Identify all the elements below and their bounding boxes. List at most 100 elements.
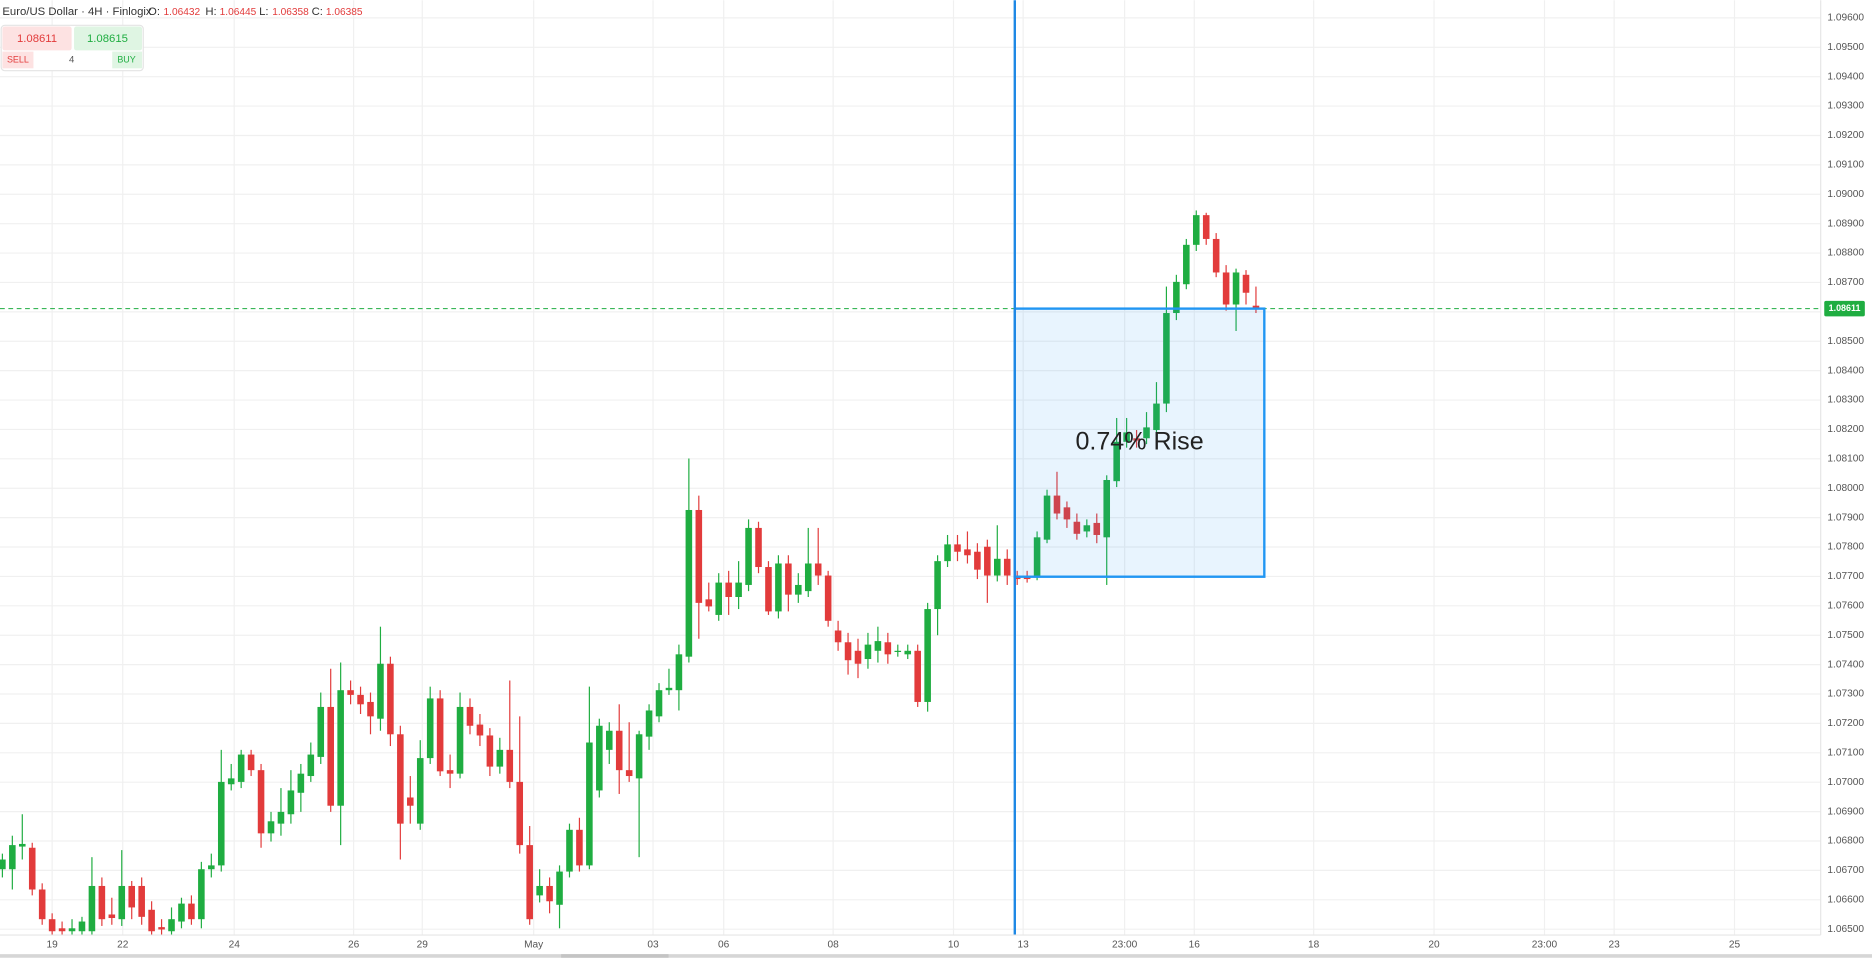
axes: 1.06500 1.06600 1.06700 1.06800 1.06900 1.070… bbox=[46, 13, 1865, 950]
candle-body bbox=[1163, 313, 1170, 404]
candle-body bbox=[128, 885, 136, 908]
candle-body bbox=[48, 919, 56, 932]
candle-body bbox=[1153, 403, 1160, 431]
y-tick-label: 1.06700 bbox=[1827, 865, 1864, 876]
ohlc-value: 1.06358 bbox=[272, 7, 309, 18]
candle-body bbox=[944, 544, 951, 562]
candle-body bbox=[556, 871, 563, 905]
y-tick-label: 1.09600 bbox=[1827, 13, 1864, 24]
x-tick-label: 29 bbox=[417, 939, 429, 950]
candle-body bbox=[1183, 244, 1190, 285]
candle-body bbox=[1133, 438, 1140, 441]
y-tick-label: 1.08200 bbox=[1827, 424, 1864, 435]
measure-box bbox=[1013, 307, 1266, 578]
candle-body bbox=[1143, 427, 1150, 439]
y-tick-label: 1.09400 bbox=[1827, 71, 1864, 82]
scrollbar-thumb[interactable] bbox=[561, 954, 669, 958]
candle-body bbox=[1212, 238, 1220, 273]
candle-body bbox=[138, 885, 145, 917]
candle-body bbox=[1043, 495, 1051, 540]
candle-body bbox=[297, 773, 305, 793]
x-tick-label: 25 bbox=[1729, 939, 1741, 950]
y-tick-label: 1.08000 bbox=[1827, 483, 1864, 494]
buy-label[interactable]: BUY bbox=[117, 54, 135, 64]
ohlc-label: C: bbox=[312, 6, 323, 18]
candle-body bbox=[765, 567, 772, 612]
candle-body bbox=[118, 885, 126, 920]
candle-body bbox=[854, 650, 862, 664]
candle-body bbox=[257, 770, 265, 834]
candle-body bbox=[227, 778, 235, 785]
candle-body bbox=[436, 698, 444, 772]
y-tick-label: 1.08800 bbox=[1827, 248, 1864, 259]
ohlc-label: H: bbox=[205, 6, 216, 18]
y-tick-label: 1.07800 bbox=[1827, 542, 1864, 553]
ohlc-value: 1.06445 bbox=[220, 7, 257, 18]
candle-body bbox=[974, 551, 981, 570]
sell-label[interactable]: SELL bbox=[7, 54, 29, 64]
candle-body bbox=[755, 527, 762, 568]
candle-body bbox=[198, 869, 205, 920]
candle-body bbox=[38, 889, 46, 920]
candle-body bbox=[367, 701, 374, 717]
candle-body bbox=[1252, 305, 1260, 309]
x-tick-label: 13 bbox=[1018, 939, 1030, 950]
plot-area: 0.74% Rise bbox=[0, 0, 1821, 936]
y-tick-label: 1.07200 bbox=[1827, 718, 1864, 729]
buy-button[interactable] bbox=[74, 26, 143, 51]
candle-body bbox=[317, 706, 325, 757]
candle-body bbox=[964, 549, 971, 556]
y-tick-label: 1.06500 bbox=[1827, 924, 1864, 935]
ohlc-value: 1.06432 bbox=[164, 7, 201, 18]
x-tick-label: 20 bbox=[1428, 939, 1440, 950]
y-tick-label: 1.09100 bbox=[1827, 160, 1864, 171]
candle-body bbox=[426, 698, 434, 759]
y-tick-label: 1.09500 bbox=[1827, 42, 1864, 53]
candle-body bbox=[1113, 441, 1120, 482]
candle-body bbox=[775, 563, 782, 612]
candle-body bbox=[466, 706, 474, 726]
candle-body bbox=[1232, 272, 1240, 305]
sell-label-bg bbox=[2, 51, 34, 69]
candle-body bbox=[566, 829, 573, 872]
candle-body bbox=[596, 725, 603, 791]
candle-body bbox=[884, 642, 892, 655]
candle-body bbox=[337, 690, 344, 806]
sell-button[interactable] bbox=[2, 26, 72, 51]
y-tick-label: 1.08100 bbox=[1827, 454, 1864, 465]
candle-body bbox=[814, 563, 822, 576]
candle-body bbox=[158, 927, 165, 930]
candle-body bbox=[307, 754, 315, 777]
candle-body bbox=[586, 742, 593, 866]
x-tick-label: 18 bbox=[1308, 939, 1320, 950]
x-tick-label: 26 bbox=[348, 939, 360, 950]
candle-body bbox=[168, 919, 175, 932]
ohlc-label: O: bbox=[148, 6, 160, 18]
candle-body bbox=[1222, 272, 1230, 305]
candle-body bbox=[267, 821, 275, 834]
candle-body bbox=[19, 843, 26, 847]
candle-body bbox=[934, 561, 941, 610]
current-price-tag bbox=[1824, 300, 1865, 317]
x-tick-label: 10 bbox=[948, 939, 960, 950]
y-tick-label: 1.06900 bbox=[1827, 806, 1864, 817]
symbol-title: Euro/US Dollar · 4H · Finlogix bbox=[2, 6, 152, 18]
candle-body bbox=[188, 903, 195, 920]
candle-body bbox=[645, 710, 653, 737]
quantity[interactable]: 4 bbox=[69, 54, 75, 65]
y-tick-label: 1.06600 bbox=[1827, 894, 1864, 905]
buy-label-bg bbox=[112, 51, 143, 69]
y-tick-label: 1.07700 bbox=[1827, 571, 1864, 582]
candle-body bbox=[486, 735, 494, 767]
candle-body bbox=[874, 641, 882, 651]
x-tick-label: 23:00 bbox=[1532, 939, 1558, 950]
candle-body bbox=[287, 790, 295, 815]
candle-body bbox=[108, 914, 116, 919]
measure-label: 0.74% Rise bbox=[1075, 427, 1203, 455]
candle-body bbox=[98, 885, 106, 920]
candle-body bbox=[217, 781, 225, 866]
candle-body bbox=[516, 781, 524, 846]
candle-body bbox=[655, 690, 663, 717]
y-tick-label: 1.08400 bbox=[1827, 365, 1864, 376]
